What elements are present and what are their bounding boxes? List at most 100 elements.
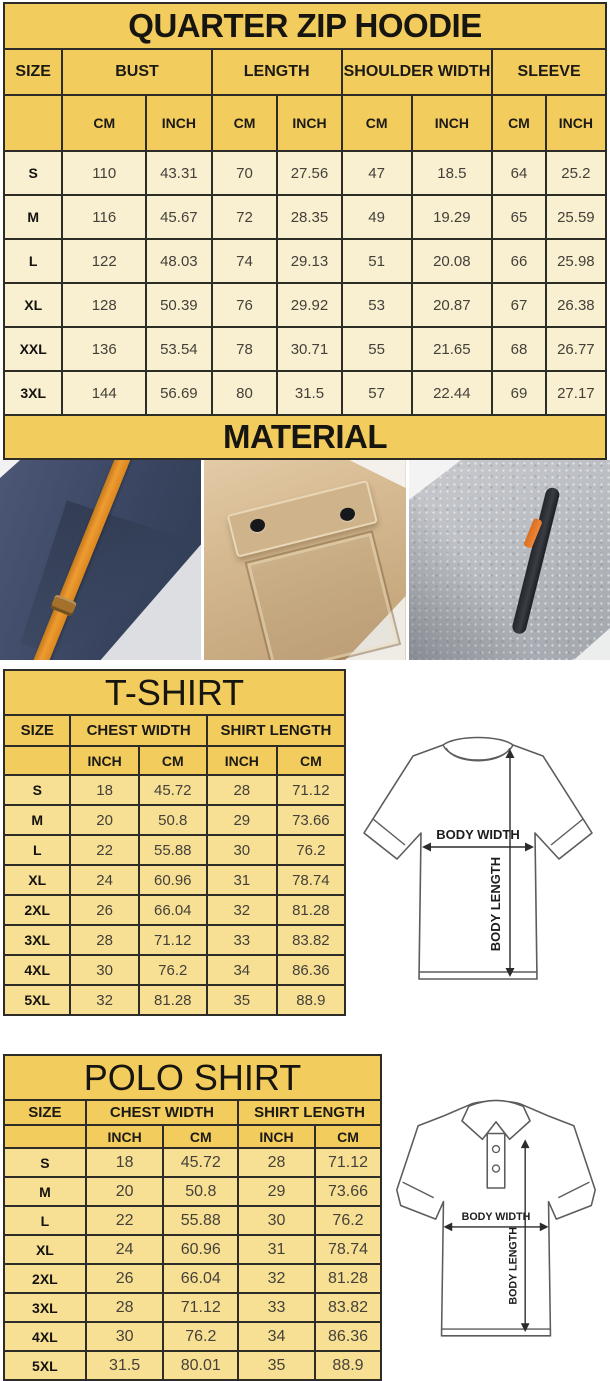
measurement-cell: 33 bbox=[205, 924, 278, 956]
measurement-cell: 50.8 bbox=[137, 804, 208, 836]
measurement-cell: 20.08 bbox=[410, 238, 494, 284]
size-label: XL bbox=[2, 864, 72, 896]
measurement-cell: 78 bbox=[210, 326, 279, 372]
tshirt-diagram: BODY WIDTH BODY LENGTH bbox=[346, 690, 610, 1040]
measurement-cell: 20 bbox=[84, 1176, 165, 1207]
table-row: S 110 43.31 70 27.56 47 18.5 64 25.2 bbox=[2, 150, 608, 196]
unit-header: INCH bbox=[84, 1124, 165, 1149]
measurement-cell: 72 bbox=[210, 194, 279, 240]
measurement-cell: 32 bbox=[205, 894, 278, 926]
arrowhead bbox=[422, 842, 431, 852]
measurement-cell: 25.98 bbox=[544, 238, 608, 284]
body-length-label: BODY LENGTH bbox=[507, 1227, 519, 1305]
measurement-cell: 73.66 bbox=[275, 804, 347, 836]
hoodie-title: QUARTER ZIP HOODIE bbox=[128, 7, 482, 44]
measurement-cell: 71.12 bbox=[314, 1147, 382, 1178]
left-cuff-seam bbox=[372, 818, 406, 846]
measurement-cell: 128 bbox=[61, 282, 148, 328]
placket bbox=[486, 1132, 506, 1189]
tshirt-outline bbox=[363, 736, 593, 980]
column-header-size: SIZE bbox=[2, 714, 72, 747]
measurement-cell: 116 bbox=[61, 194, 148, 240]
measurement-cell: 28 bbox=[205, 774, 278, 806]
measurement-cell: 29 bbox=[237, 1176, 316, 1207]
size-label: 5XL bbox=[2, 984, 72, 1016]
unit-header-empty bbox=[3, 1124, 87, 1149]
measurement-cell: 74 bbox=[210, 238, 279, 284]
measurement-cell: 76.2 bbox=[137, 954, 208, 986]
measurement-cell: 83.82 bbox=[314, 1292, 382, 1323]
measurement-cell: 31 bbox=[237, 1234, 316, 1265]
measurement-cell: 19.29 bbox=[410, 194, 494, 240]
tshirt-table-block: T-SHIRT SIZE CHEST WIDTH SHIRT LENGTH IN… bbox=[0, 669, 347, 1016]
size-label: L bbox=[2, 834, 72, 866]
measurement-cell: 80.01 bbox=[162, 1350, 240, 1381]
table-row: 5XL 31.5 80.01 35 88.9 bbox=[3, 1350, 382, 1381]
unit-header: INCH bbox=[145, 94, 213, 152]
column-header-size: SIZE bbox=[2, 48, 64, 96]
column-header-bust: BUST bbox=[61, 48, 213, 96]
size-label: 4XL bbox=[3, 1321, 87, 1352]
measurement-cell: 34 bbox=[205, 954, 278, 986]
size-label: XXL bbox=[2, 326, 64, 372]
measurement-cell: 50.8 bbox=[162, 1176, 240, 1207]
measurement-cell: 45.72 bbox=[162, 1147, 240, 1178]
measurement-cell: 60.96 bbox=[162, 1234, 240, 1265]
measurement-cell: 27.56 bbox=[276, 150, 343, 196]
button bbox=[491, 1164, 501, 1173]
material-section: MATERIAL bbox=[0, 416, 610, 660]
size-label: XL bbox=[2, 282, 64, 328]
measurement-cell: 122 bbox=[61, 238, 148, 284]
unit-header: INCH bbox=[69, 745, 140, 776]
tshirt-unit-row: INCH CM INCH CM bbox=[2, 745, 347, 776]
measurement-cell: 43.31 bbox=[145, 150, 213, 196]
tshirt-size-table: SIZE CHEST WIDTH SHIRT LENGTH INCH CM IN… bbox=[2, 714, 347, 1016]
measurement-cell: 49 bbox=[340, 194, 413, 240]
measurement-cell: 67 bbox=[491, 282, 547, 328]
hoodie-header-row: SIZE BUST LENGTH SHOULDER WIDTH SLEEVE bbox=[2, 48, 607, 96]
measurement-cell: 55.88 bbox=[137, 834, 208, 866]
measurement-cell: 26.77 bbox=[544, 326, 608, 372]
unit-header: CM bbox=[137, 745, 208, 776]
measurement-cell: 28 bbox=[237, 1147, 316, 1178]
size-label: S bbox=[2, 150, 64, 196]
column-header-chest-width: CHEST WIDTH bbox=[84, 1099, 240, 1126]
column-header-shoulder-width: SHOULDER WIDTH bbox=[340, 48, 494, 96]
unit-header: CM bbox=[491, 94, 547, 152]
measurement-cell: 71.12 bbox=[137, 924, 208, 956]
measurement-cell: 83.82 bbox=[275, 924, 347, 956]
table-row: 2XL 26 66.04 32 81.28 bbox=[3, 1263, 382, 1294]
measurement-cell: 35 bbox=[237, 1350, 316, 1381]
size-label: L bbox=[2, 238, 64, 284]
size-label: S bbox=[3, 1147, 87, 1178]
unit-header: INCH bbox=[237, 1124, 316, 1149]
measurement-cell: 50.39 bbox=[145, 282, 213, 328]
table-row: 3XL 28 71.12 33 83.82 bbox=[2, 924, 347, 956]
measurement-cell: 53 bbox=[340, 282, 413, 328]
measurement-cell: 71.12 bbox=[275, 774, 347, 806]
measurement-cell: 86.36 bbox=[275, 954, 347, 986]
polo-section: POLO SHIRT SIZE CHEST WIDTH SHIRT LENGTH… bbox=[0, 1040, 610, 1381]
measurement-cell: 26 bbox=[69, 894, 140, 926]
tshirt-measurement-diagram: BODY WIDTH BODY LENGTH bbox=[363, 736, 593, 980]
unit-header-empty bbox=[2, 94, 64, 152]
tshirt-header-row: SIZE CHEST WIDTH SHIRT LENGTH bbox=[2, 714, 347, 747]
table-row: L 122 48.03 74 29.13 51 20.08 66 25.98 bbox=[2, 238, 608, 284]
hoodie-title-band: QUARTER ZIP HOODIE bbox=[3, 2, 607, 48]
size-label: S bbox=[2, 774, 72, 806]
snap-flap-pocket bbox=[215, 471, 405, 660]
size-label: M bbox=[2, 804, 72, 836]
measurement-cell: 26.38 bbox=[544, 282, 608, 328]
size-label: 3XL bbox=[3, 1292, 87, 1323]
material-photos bbox=[0, 460, 610, 660]
button bbox=[491, 1144, 501, 1154]
measurement-cell: 73.66 bbox=[314, 1176, 382, 1207]
material-photo-khaki-pocket bbox=[204, 460, 406, 660]
body-length-label: BODY LENGTH bbox=[488, 857, 503, 951]
size-label: 4XL bbox=[2, 954, 72, 986]
unit-header: INCH bbox=[276, 94, 343, 152]
size-label: L bbox=[3, 1205, 87, 1236]
table-row: 3XL 28 71.12 33 83.82 bbox=[3, 1292, 382, 1323]
measurement-cell: 76 bbox=[210, 282, 279, 328]
column-header-chest-width: CHEST WIDTH bbox=[69, 714, 208, 747]
